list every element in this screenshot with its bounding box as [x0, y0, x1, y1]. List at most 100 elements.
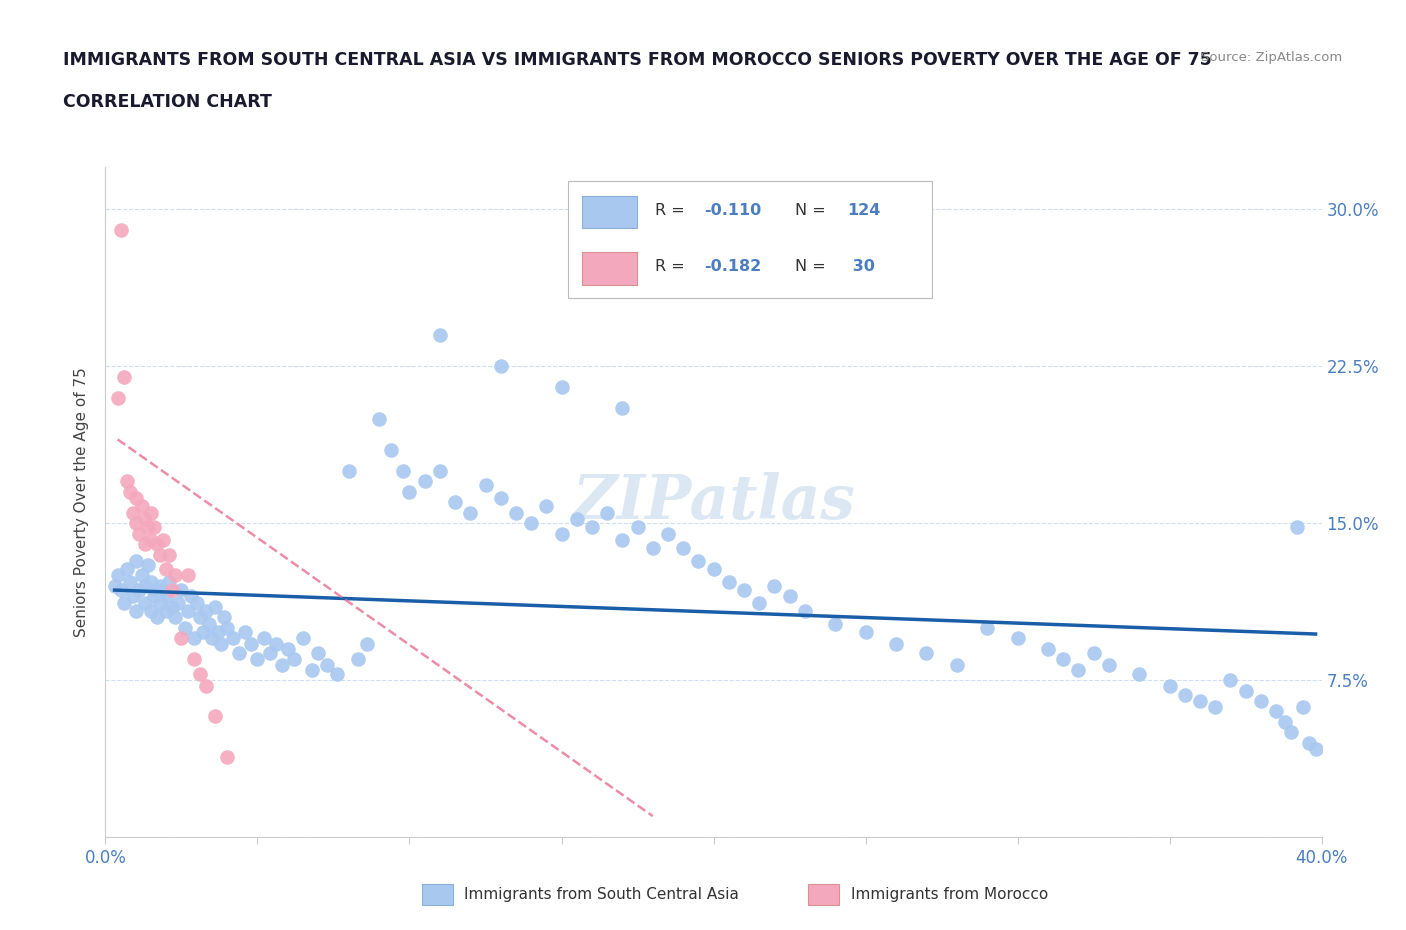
- Point: [217, 750, 239, 764]
- Point: [204, 600, 226, 615]
- Point: [380, 443, 402, 458]
- Point: [103, 578, 125, 593]
- Point: [134, 578, 156, 593]
- Point: [346, 652, 368, 667]
- Point: [945, 658, 967, 673]
- Point: [316, 658, 339, 673]
- Point: [125, 604, 148, 618]
- Point: [143, 589, 166, 604]
- Point: [212, 610, 235, 625]
- Point: [139, 575, 162, 590]
- Point: [110, 223, 132, 238]
- Point: [115, 562, 138, 577]
- Bar: [582, 252, 637, 285]
- Point: [1036, 642, 1059, 657]
- Point: [222, 631, 245, 645]
- Point: [139, 505, 162, 520]
- Point: [201, 631, 224, 645]
- Point: [779, 589, 801, 604]
- Point: [259, 645, 281, 660]
- Point: [170, 582, 193, 598]
- Point: [176, 604, 198, 618]
- Point: [413, 474, 436, 489]
- Point: [1219, 672, 1241, 687]
- Point: [398, 485, 420, 499]
- Point: [458, 505, 481, 520]
- Text: Source: ZipAtlas.com: Source: ZipAtlas.com: [1202, 51, 1343, 64]
- Y-axis label: Seniors Poverty Over the Age of 75: Seniors Poverty Over the Age of 75: [75, 367, 90, 637]
- Point: [702, 562, 725, 577]
- Point: [136, 520, 159, 535]
- Point: [155, 589, 177, 604]
- Point: [118, 575, 141, 590]
- Point: [915, 645, 938, 660]
- Point: [641, 541, 664, 556]
- Point: [277, 642, 299, 657]
- Point: [1279, 725, 1302, 740]
- Point: [165, 610, 187, 625]
- Point: [121, 589, 143, 604]
- Point: [429, 463, 451, 478]
- Text: CORRELATION CHART: CORRELATION CHART: [63, 93, 273, 111]
- Point: [146, 610, 169, 625]
- Point: [596, 505, 619, 520]
- Point: [155, 604, 177, 618]
- Text: -0.110: -0.110: [704, 204, 761, 219]
- Point: [429, 327, 451, 342]
- Point: [131, 568, 153, 583]
- Point: [107, 391, 129, 405]
- Point: [125, 516, 148, 531]
- Point: [550, 379, 572, 394]
- Point: [173, 620, 195, 635]
- Point: [112, 595, 135, 610]
- Point: [143, 520, 166, 535]
- Point: [307, 645, 329, 660]
- Point: [139, 533, 162, 548]
- Point: [1292, 700, 1315, 715]
- Point: [180, 589, 202, 604]
- Point: [1305, 742, 1327, 757]
- Point: [505, 505, 527, 520]
- Point: [793, 604, 815, 618]
- Point: [581, 520, 603, 535]
- Point: [672, 541, 695, 556]
- Point: [125, 553, 148, 568]
- Point: [550, 526, 572, 541]
- Point: [165, 568, 187, 583]
- Point: [520, 516, 543, 531]
- Point: [283, 652, 305, 667]
- Point: [246, 652, 269, 667]
- Point: [1234, 683, 1257, 698]
- Point: [1052, 652, 1074, 667]
- Point: [207, 625, 229, 640]
- Point: [264, 637, 287, 652]
- Point: [733, 582, 755, 598]
- Point: [1265, 704, 1288, 719]
- Point: [855, 625, 877, 640]
- Point: [489, 359, 512, 374]
- Point: [157, 547, 180, 562]
- Point: [157, 575, 180, 590]
- Point: [128, 582, 150, 598]
- Point: [149, 547, 172, 562]
- Point: [128, 526, 150, 541]
- Text: N =: N =: [794, 259, 831, 274]
- Point: [444, 495, 467, 510]
- Point: [194, 679, 217, 694]
- Point: [1159, 679, 1181, 694]
- Point: [1083, 645, 1105, 660]
- Point: [118, 485, 141, 499]
- Point: [170, 631, 193, 645]
- Point: [107, 568, 129, 583]
- Point: [325, 667, 347, 682]
- Point: [228, 645, 250, 660]
- Point: [162, 582, 184, 598]
- Point: [252, 631, 274, 645]
- Point: [183, 652, 205, 667]
- Point: [152, 582, 174, 598]
- Point: [356, 637, 378, 652]
- Point: [1007, 631, 1029, 645]
- Point: [688, 553, 710, 568]
- Text: 30: 30: [848, 259, 875, 274]
- Point: [134, 537, 156, 551]
